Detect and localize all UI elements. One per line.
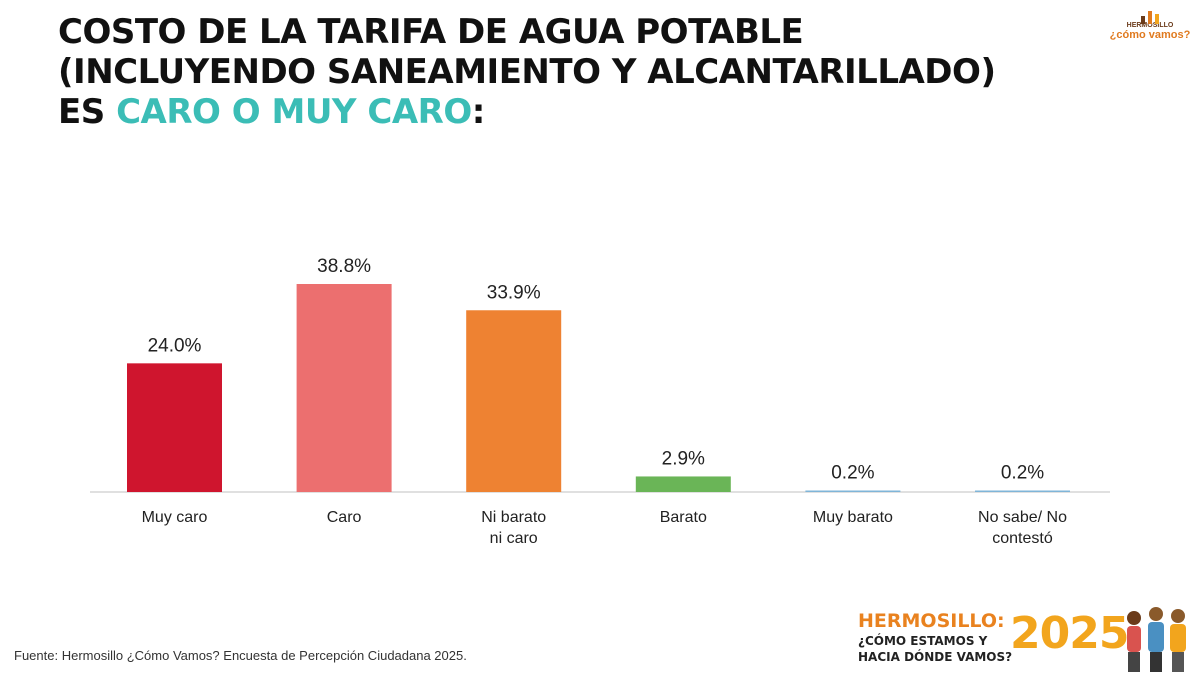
bar-4 <box>805 490 901 492</box>
banner-year: 2025 <box>1010 608 1129 659</box>
category-label-5: No sabe/ No contestó <box>978 509 1067 547</box>
data-label-5: 0.2% <box>1001 463 1044 484</box>
category-label-0: Muy caro <box>142 509 208 526</box>
bar-5 <box>975 490 1070 492</box>
people-illustration-icon <box>1127 607 1186 672</box>
title-line-2: (INCLUYENDO SANEAMIENTO Y ALCANTARILLADO… <box>58 52 996 92</box>
category-label-4: Muy barato <box>813 509 893 526</box>
banner-line-3: HACIA DÓNDE VAMOS? <box>858 650 1013 664</box>
title-line-3-suffix: : <box>471 92 486 132</box>
logo-line-1: HERMOSILLO <box>1126 22 1174 29</box>
banner-line-2: ¿CÓMO ESTAMOS Y <box>858 634 988 648</box>
data-label-0: 24.0% <box>148 335 202 356</box>
category-label-2: Ni barato ni caro <box>481 509 546 547</box>
bar-0 <box>127 363 222 492</box>
logo-bars-icon <box>1141 11 1159 24</box>
bar-chart: 24.0% Muy caro 38.8% Caro 33.9% Ni barato ni c… <box>90 256 1110 547</box>
event-banner: HERMOSILLO: ¿CÓMO ESTAMOS Y HACIA DÓNDE … <box>858 604 1198 674</box>
bar-3 <box>635 476 731 492</box>
title-line-3-highlight: CARO O MUY CARO <box>116 92 472 132</box>
category-label-3: Barato <box>660 509 707 526</box>
data-label-1: 38.8% <box>317 256 371 277</box>
source-note: Fuente: Hermosillo ¿Cómo Vamos? Encuesta… <box>14 648 467 663</box>
chart-title: COSTO DE LA TARIFA DE AGUA POTABLE (INCL… <box>58 12 996 132</box>
bar-2 <box>466 310 562 492</box>
data-label-2: 33.9% <box>487 282 541 303</box>
brand-logo: HERMOSILLO ¿cómo vamos? <box>1105 8 1195 52</box>
category-label-1: Caro <box>327 509 362 526</box>
logo-line-2: ¿cómo vamos? <box>1109 29 1191 41</box>
banner-line-1: HERMOSILLO: <box>858 610 1005 632</box>
data-label-3: 2.9% <box>662 448 705 469</box>
data-label-4: 0.2% <box>831 463 874 484</box>
title-line-1: COSTO DE LA TARIFA DE AGUA POTABLE <box>58 12 804 52</box>
bar-1 <box>296 284 392 492</box>
title-line-3-prefix: ES <box>58 92 117 132</box>
